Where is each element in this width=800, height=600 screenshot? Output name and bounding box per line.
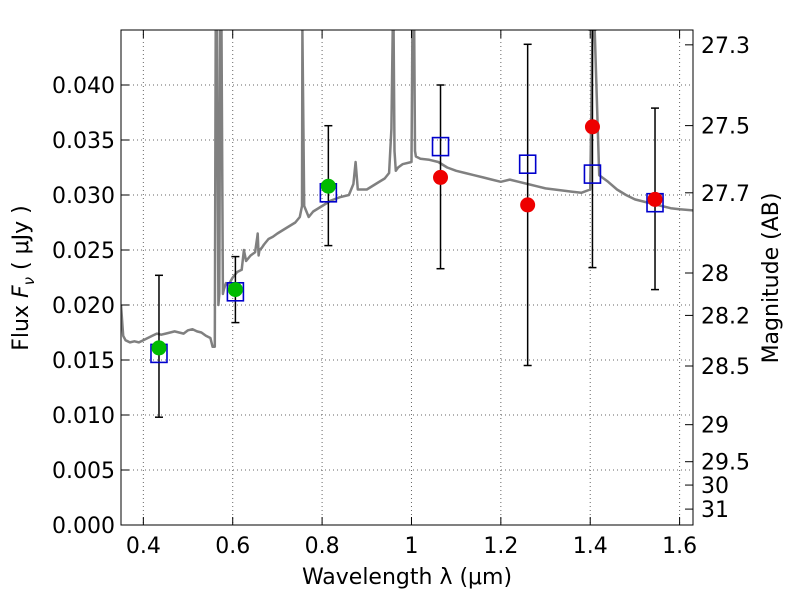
y-axis-ticks: 0.000 0.005 0.010 0.015 0.020 0.025 0.030 0.035… xyxy=(52,74,129,539)
x-tick-label: 1 xyxy=(404,534,418,559)
detection-point xyxy=(227,282,243,298)
low-significance-point xyxy=(433,169,449,185)
x-axis-ticks: 0.4 0.6 0.8 1 1.2 1.4 1.6 xyxy=(126,30,697,559)
x-tick-label: 0.8 xyxy=(305,534,340,559)
magnitude-tick-label: 27.5 xyxy=(701,115,750,140)
detection-point xyxy=(151,340,167,356)
y-tick-label: 0.010 xyxy=(52,404,115,429)
x-tick-label: 0.6 xyxy=(215,534,250,559)
plot-frame xyxy=(120,29,694,526)
y-tick-label: 0.015 xyxy=(52,349,115,374)
magnitude-tick-label: 31 xyxy=(701,498,729,523)
magnitude-tick-label: 28.2 xyxy=(701,304,750,329)
marker-layer xyxy=(150,119,664,364)
y-tick-label: 0.020 xyxy=(52,294,115,319)
magnitude-tick-label: 27.7 xyxy=(701,182,750,207)
x-tick-label: 1.4 xyxy=(573,534,608,559)
detection-point xyxy=(320,178,336,194)
model-photometry-square xyxy=(518,154,537,174)
x-tick-label: 0.4 xyxy=(126,534,161,559)
y-tick-label: 0.035 xyxy=(52,129,115,154)
low-significance-point xyxy=(584,119,600,135)
model-photometry-square xyxy=(583,164,602,184)
magnitude-tick-label: 28.5 xyxy=(701,355,750,380)
model-photometry-square xyxy=(431,136,450,157)
low-significance-point xyxy=(520,197,536,213)
y-axis-label: Flux Fν ( μJy ) xyxy=(9,205,38,350)
magnitude-tick-label: 28 xyxy=(701,262,729,287)
magnitude-tick-label: 30 xyxy=(701,474,729,499)
low-significance-point xyxy=(647,191,663,207)
magnitude-tick-label: 29 xyxy=(701,414,729,439)
spectrum-layer xyxy=(121,30,693,349)
x-tick-label: 1.2 xyxy=(483,534,518,559)
y-tick-label: 0.040 xyxy=(52,74,115,99)
y-tick-label: 0.025 xyxy=(52,239,115,264)
y-tick-label: 0.005 xyxy=(52,459,115,484)
x-tick-label: 1.6 xyxy=(662,534,697,559)
magnitude-tick-label: 27.3 xyxy=(701,34,750,59)
magnitude-axis-label: Magnitude (AB) xyxy=(759,193,784,364)
spectrum-line xyxy=(121,30,693,349)
y-tick-label: 0.000 xyxy=(52,514,115,539)
magnitude-tick-label: 29.5 xyxy=(701,451,750,476)
y-tick-label: 0.030 xyxy=(52,184,115,209)
x-axis-label: Wavelength λ (μm) xyxy=(302,565,512,590)
